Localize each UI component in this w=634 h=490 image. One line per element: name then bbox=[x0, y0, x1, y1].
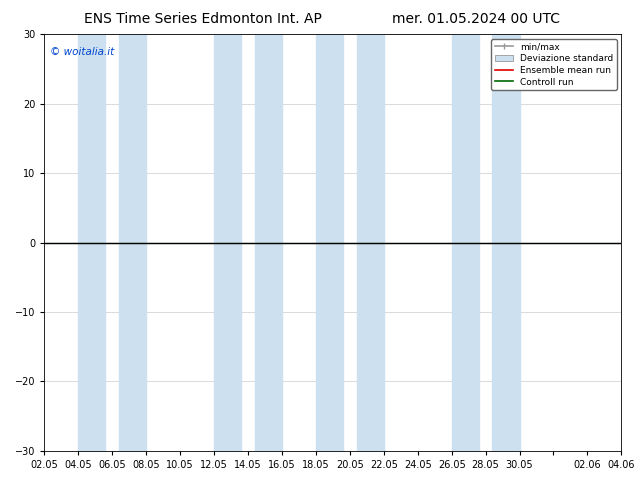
Bar bbox=[451, 34, 479, 451]
Text: mer. 01.05.2024 00 UTC: mer. 01.05.2024 00 UTC bbox=[392, 12, 559, 26]
Text: © woitalia.it: © woitalia.it bbox=[50, 47, 114, 57]
Bar bbox=[255, 34, 282, 451]
Bar bbox=[316, 34, 343, 451]
Bar bbox=[214, 34, 241, 451]
Text: ENS Time Series Edmonton Int. AP: ENS Time Series Edmonton Int. AP bbox=[84, 12, 322, 26]
Legend: min/max, Deviazione standard, Ensemble mean run, Controll run: min/max, Deviazione standard, Ensemble m… bbox=[491, 39, 617, 90]
Bar bbox=[356, 34, 384, 451]
Bar bbox=[493, 34, 519, 451]
Bar bbox=[119, 34, 146, 451]
Bar bbox=[79, 34, 105, 451]
